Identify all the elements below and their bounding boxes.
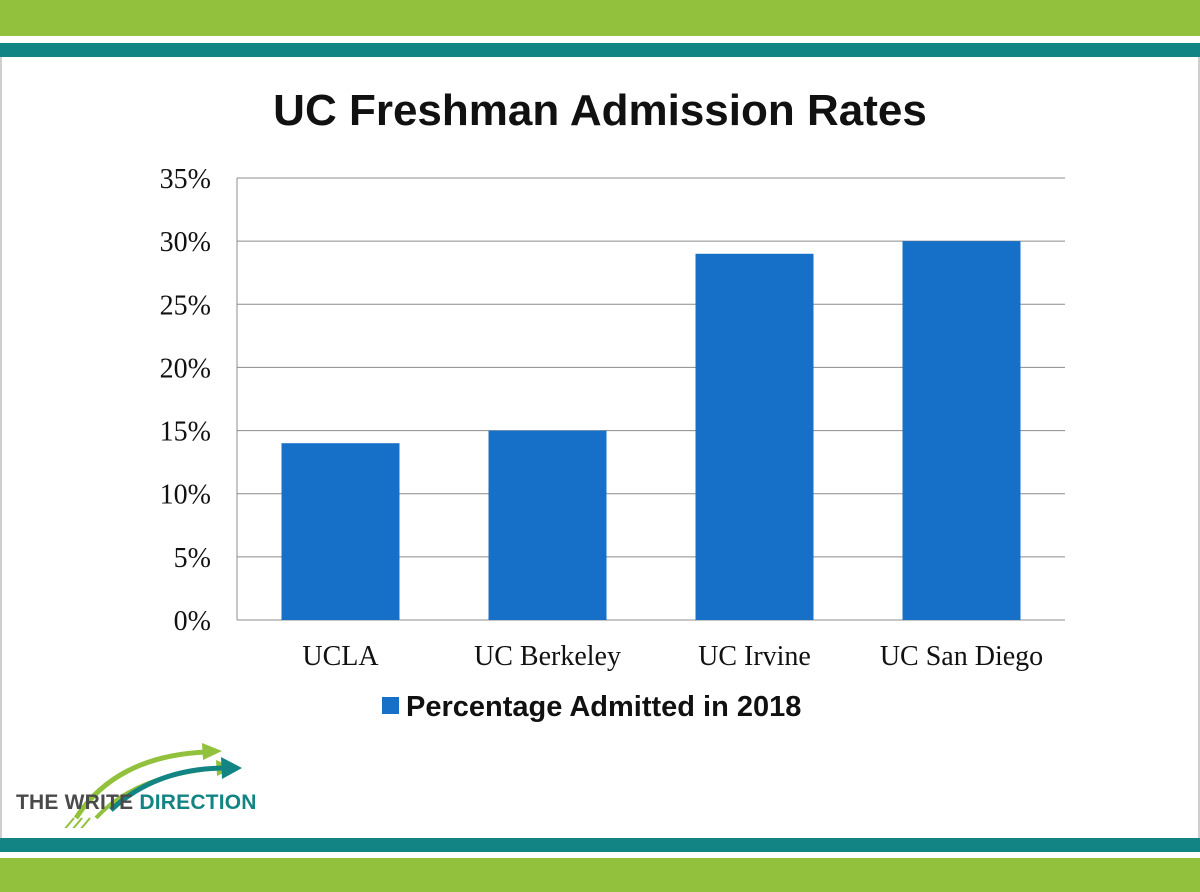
company-logo: THE WRITE DIRECTION xyxy=(16,738,286,830)
bar xyxy=(902,241,1021,620)
y-tick-label: 15% xyxy=(160,417,211,448)
y-tick-label: 0% xyxy=(174,606,211,637)
arrows-icon xyxy=(64,743,242,828)
bar xyxy=(695,253,814,620)
x-tick-label: UC San Diego xyxy=(880,641,1043,672)
bar-chart: 0% 5% 10% 15% 20% 25% 30% 35% UCLA UC Berkeley UC … xyxy=(160,164,1065,723)
right-border xyxy=(1198,57,1200,838)
legend-swatch xyxy=(382,697,399,714)
bar xyxy=(281,443,400,620)
bar xyxy=(488,430,607,620)
y-tick-label: 5% xyxy=(174,543,211,574)
top-teal-band xyxy=(0,43,1200,57)
y-tick-label: 25% xyxy=(160,290,211,321)
left-border xyxy=(0,57,2,838)
top-green-band xyxy=(0,0,1200,36)
y-tick-label: 20% xyxy=(160,353,211,384)
bottom-green-band xyxy=(0,858,1200,892)
y-tick-label: 35% xyxy=(160,164,211,195)
y-tick-label: 30% xyxy=(160,227,211,258)
logo-word-direction: DIRECTION xyxy=(139,791,257,814)
y-tick-label: 10% xyxy=(160,480,211,511)
logo-word-the-write: THE WRITE xyxy=(16,791,134,814)
legend-label: Percentage Admitted in 2018 xyxy=(406,691,801,723)
chart-title: UC Freshman Admission Rates xyxy=(273,86,927,135)
x-tick-label: UCLA xyxy=(302,641,379,672)
x-tick-label: UC Irvine xyxy=(698,641,811,672)
x-tick-label: UC Berkeley xyxy=(474,641,621,672)
logo-text: THE WRITE DIRECTION xyxy=(16,791,257,815)
bottom-teal-band xyxy=(0,838,1200,852)
